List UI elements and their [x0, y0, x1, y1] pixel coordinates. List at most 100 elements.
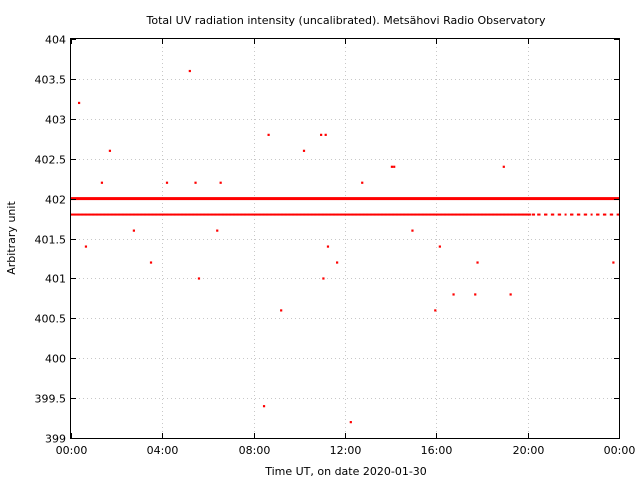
data-point: [379, 213, 382, 216]
data-point: [446, 213, 449, 216]
data-point: [441, 213, 444, 216]
data-point: [257, 213, 260, 216]
data-point: [171, 213, 174, 216]
outlier-point: [108, 149, 112, 152]
data-point: [248, 213, 251, 216]
data-point: [82, 213, 85, 216]
data-point: [74, 213, 77, 216]
grid: [71, 39, 619, 438]
y-tick-label: 402.5: [35, 154, 67, 167]
data-point: [205, 213, 208, 216]
data-point: [298, 213, 301, 216]
data-point: [79, 213, 82, 216]
data-point: [172, 213, 175, 216]
outlier-point: [165, 181, 169, 184]
data-point: [596, 213, 599, 216]
data-point: [109, 213, 112, 216]
y-tick-label: 404: [45, 34, 66, 47]
data-point: [437, 213, 440, 216]
data-point: [320, 213, 323, 216]
data-point: [517, 213, 520, 216]
data-point: [405, 213, 408, 216]
data-point: [276, 213, 279, 216]
data-point: [559, 213, 562, 216]
data-point: [504, 213, 507, 216]
data-point: [135, 213, 138, 216]
data-point: [338, 213, 341, 216]
data-point: [470, 213, 473, 216]
data-point: [533, 213, 536, 216]
data-point: [116, 213, 119, 216]
data-point: [393, 213, 396, 216]
data-point: [208, 213, 211, 216]
data-point: [167, 213, 170, 216]
data-point: [268, 213, 271, 216]
y-tick-label: 399: [45, 433, 66, 446]
x-tick-label: 08:00: [239, 444, 271, 457]
data-point: [115, 213, 118, 216]
data-point: [274, 213, 277, 216]
data-point: [75, 213, 78, 216]
data-point: [94, 213, 97, 216]
data-point: [186, 213, 189, 216]
data-point: [315, 213, 318, 216]
data-point: [335, 213, 338, 216]
data-point: [285, 213, 288, 216]
data-point: [378, 213, 381, 216]
data-point: [491, 213, 494, 216]
data-point: [86, 213, 89, 216]
data-point: [434, 213, 437, 216]
data-point: [271, 213, 274, 216]
data-point: [120, 213, 123, 216]
data-point: [126, 213, 129, 216]
data-point: [211, 213, 214, 216]
data-point: [487, 213, 490, 216]
data-point: [301, 213, 304, 216]
data-point: [165, 213, 168, 216]
data-point: [489, 213, 492, 216]
data-point: [182, 213, 185, 216]
data-point: [91, 213, 94, 216]
outlier-point: [438, 245, 441, 248]
outlier-point: [349, 421, 352, 424]
data-point: [283, 213, 286, 216]
data-point: [261, 213, 264, 216]
data-point: [435, 213, 438, 216]
data-point: [585, 213, 588, 216]
baseline-data-points: [71, 197, 619, 201]
data-point: [463, 213, 466, 216]
data-point: [193, 213, 196, 216]
x-tick-label: 00:00: [604, 444, 636, 457]
data-point: [382, 213, 385, 216]
data-point: [238, 213, 241, 216]
data-point: [119, 213, 122, 216]
data-point: [161, 213, 164, 216]
chart-title: Total UV radiation intensity (uncalibrat…: [146, 14, 546, 27]
outlier-point: [336, 261, 339, 264]
data-point: [519, 213, 522, 216]
data-point: [459, 213, 462, 216]
data-point: [307, 213, 310, 216]
outlier-point: [197, 277, 201, 280]
data-point: [397, 213, 400, 216]
data-point: [304, 213, 307, 216]
data-point: [483, 213, 486, 216]
data-point: [163, 213, 166, 216]
data-point: [105, 213, 108, 216]
data-point: [254, 213, 257, 216]
data-point: [97, 213, 100, 216]
data-point: [383, 213, 386, 216]
data-point: [368, 213, 371, 216]
data-point: [526, 213, 529, 216]
outlier-point: [476, 261, 479, 264]
data-point: [156, 213, 159, 216]
outlier-point: [390, 165, 394, 168]
data-point: [270, 213, 273, 216]
data-point: [311, 213, 314, 216]
data-point: [305, 213, 308, 216]
outlier-point: [434, 309, 437, 312]
data-point: [571, 213, 574, 216]
data-point: [213, 213, 216, 216]
data-point: [117, 213, 120, 216]
data-point: [433, 213, 436, 216]
